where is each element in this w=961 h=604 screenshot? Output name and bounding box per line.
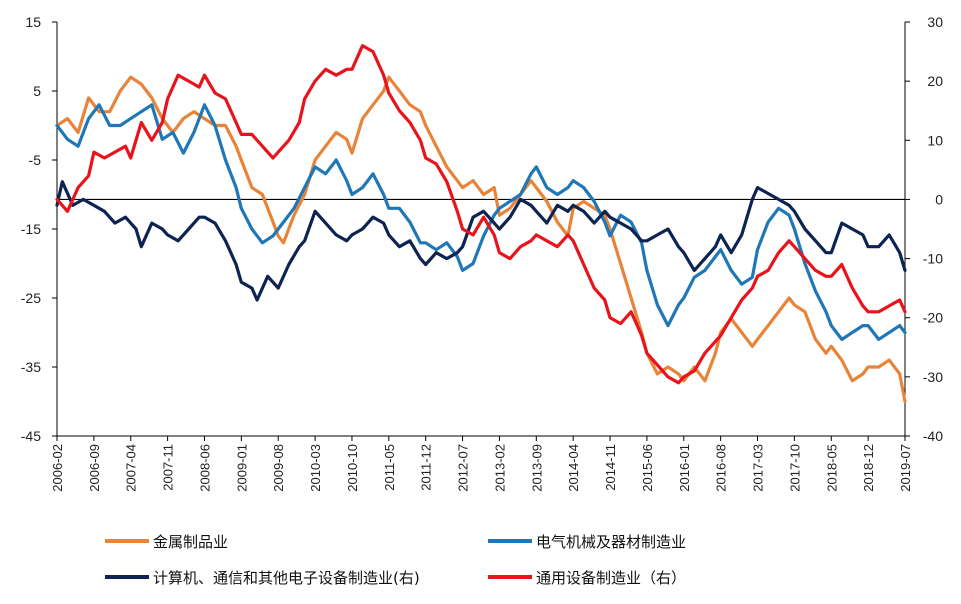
x-tick-label: 2006-02: [50, 444, 65, 492]
left-tick-label: 15: [25, 14, 41, 30]
legend-label-4: 通用设备制造业（右）: [536, 569, 686, 587]
x-tick-label: 2014-11: [603, 444, 618, 491]
right-tick-label: -40: [923, 428, 943, 444]
x-tick-label: 2017-03: [751, 444, 766, 492]
x-tick-label: 2012-07: [456, 444, 471, 492]
series-line-4: [55, 44, 907, 385]
x-tick-label: 2011-05: [382, 444, 397, 491]
left-tick-label: -45: [21, 428, 41, 444]
x-tick-label: 2015-06: [640, 444, 655, 492]
right-tick-label: -20: [923, 310, 943, 326]
x-tick-label: 2009-08: [271, 444, 286, 492]
x-tick-label: 2017-10: [787, 444, 802, 492]
legend-label-1: 金属制品业: [153, 533, 228, 551]
x-tick-label: 2016-08: [714, 444, 729, 492]
legend-label-2: 电气机械及器材制造业: [536, 533, 686, 551]
left-tick-label: -25: [21, 290, 41, 306]
x-tick-label: 2016-01: [677, 444, 692, 492]
right-tick-label: 20: [927, 73, 943, 89]
x-tick-label: 2010-03: [308, 444, 323, 492]
x-tick-label: 2013-02: [492, 444, 507, 492]
x-tick-label: 2006-09: [87, 444, 102, 492]
x-tick-label: 2013-09: [529, 444, 544, 492]
left-tick-label: -5: [29, 152, 42, 168]
x-tick-label: 2018-05: [824, 444, 839, 492]
x-tick-label: 2014-04: [566, 444, 581, 492]
left-tick-label: 5: [33, 83, 41, 99]
right-tick-label: 0: [935, 191, 943, 207]
x-tick-label: 2008-06: [197, 444, 212, 492]
right-tick-label: -10: [923, 251, 943, 267]
legend-label-3: 计算机、通信和其他电子设备制造业(右): [153, 569, 420, 587]
right-tick-label: -30: [923, 369, 943, 385]
right-tick-label: 30: [927, 14, 943, 30]
right-tick-label: 10: [927, 132, 943, 148]
left-tick-label: -35: [21, 359, 41, 375]
x-tick-label: 2007-11: [161, 444, 176, 491]
x-tick-label: 2007-04: [124, 444, 139, 492]
chart-series-lines: [55, 44, 907, 404]
series-line-2: [55, 103, 907, 341]
chart-axes: 15 5 -5 -15 -25 -35 -45 30 20 10 0 -10 -20 -30 -40 2006…: [21, 14, 943, 492]
x-tick-label: 2010-10: [345, 444, 360, 492]
left-tick-label: -15: [21, 221, 41, 237]
series-line-3: [55, 180, 907, 302]
x-tick-label: 2019-07: [898, 444, 913, 492]
x-tick-label: 2009-01: [234, 444, 249, 492]
x-tick-label: 2011-12: [419, 444, 434, 491]
x-tick-label: 2018-12: [861, 444, 876, 492]
